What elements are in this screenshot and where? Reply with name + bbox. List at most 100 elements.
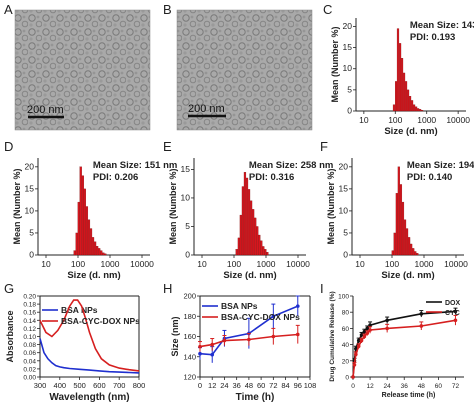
x-tick-label: 96 — [294, 381, 302, 390]
histogram-bar — [396, 28, 400, 112]
data-point — [356, 338, 361, 343]
x-tick-label: 60 — [257, 381, 265, 390]
histogram-bar — [262, 246, 265, 256]
x-tick-label: 10000 — [444, 259, 468, 269]
histogram-bar — [395, 193, 398, 256]
histogram-bar — [252, 209, 255, 256]
x-tick-label: 48 — [418, 383, 426, 390]
panel-letter-g: G — [4, 281, 14, 296]
y-tick-label: 0.18 — [23, 302, 36, 309]
chart-c: 10 100 1000 10000 0 5 10 15 20 Size (d. nm) Mean (… — [330, 18, 474, 137]
x-axis-label: Size (d. nm) — [67, 270, 120, 281]
series-line — [199, 305, 299, 356]
y-tick-label: 0.20 — [23, 294, 36, 301]
histogram-bar — [256, 226, 259, 256]
histogram-bar — [75, 232, 78, 256]
x-axis-label: Size (d. nm) — [223, 270, 276, 281]
histogram-bar — [264, 249, 267, 256]
histogram-bar — [258, 234, 261, 256]
histogram-bar — [405, 228, 409, 256]
x-tick-label: 84 — [281, 381, 289, 390]
legend-label: BSA-CYC-DOX NPs — [61, 316, 140, 326]
data-point — [198, 351, 202, 356]
x-tick-label: 72 — [452, 383, 460, 390]
data-point — [365, 331, 370, 336]
legend-label: DOX — [445, 300, 461, 307]
x-tick-label: 10000 — [130, 259, 154, 269]
x-tick-label: 100 — [71, 259, 85, 269]
y-tick-label: 200 — [183, 292, 196, 301]
annotation: Mean Size: 194 nm — [407, 160, 474, 171]
y-tick-label: 20 — [25, 161, 35, 171]
data-point — [362, 334, 367, 339]
data-point — [354, 352, 358, 357]
histogram-bar — [391, 250, 394, 256]
histogram-bar — [83, 188, 86, 256]
annotation: Mean Size: 258 nm — [249, 160, 333, 171]
x-tick-label: 12 — [208, 381, 216, 390]
chart-g: 300 400 500 600 700 8000.000.020.040.060.080.… — [5, 294, 145, 404]
histogram-bar — [89, 228, 93, 256]
x-axis-label: Release time (h) — [382, 392, 436, 399]
histogram-bar — [254, 217, 257, 256]
y-tick-label: 0.10 — [23, 334, 36, 341]
x-tick-label: 1000 — [417, 115, 436, 125]
panel-letter-e: E — [163, 139, 172, 154]
x-tick-label: 100 — [388, 115, 402, 125]
y-tick-label: 120 — [183, 373, 196, 382]
y-tick-label: 0.04 — [23, 358, 36, 365]
y-tick-label: 15 — [339, 183, 349, 193]
y-tick-label: 10 — [181, 192, 191, 202]
y-tick-label: 5 — [347, 84, 352, 94]
tem-image-b: 200 nm — [176, 9, 313, 131]
histogram-bar — [410, 243, 413, 256]
histogram-bar — [420, 110, 424, 112]
y-tick-label: 20 — [343, 21, 353, 31]
data-point — [419, 312, 424, 316]
y-tick-label: 10 — [343, 63, 353, 73]
panel-letter-d: D — [4, 139, 13, 154]
data-point — [210, 342, 215, 347]
y-axis-label: Mean (Number %) — [12, 168, 22, 244]
y-tick-label: 0 — [345, 375, 349, 382]
histogram-bar — [412, 104, 416, 112]
y-axis-label: Size (nm) — [170, 316, 180, 356]
x-tick-label: 12 — [366, 383, 374, 390]
x-tick-label: 24 — [384, 383, 392, 390]
panel-letter-c: C — [323, 2, 332, 17]
y-tick-label: 0 — [347, 106, 352, 116]
x-tick-label: 600 — [93, 381, 106, 390]
y-tick-label: 40 — [342, 342, 350, 349]
panel-letter-b: B — [163, 2, 172, 17]
legend-label: BSA NPs — [61, 305, 98, 315]
y-tick-label: 5 — [29, 227, 34, 237]
chart-h: 0 12 24 36 48 60 72 84 96 108 120 140 160 180 200 Time … — [170, 292, 316, 404]
y-tick-label: 0 — [343, 250, 348, 260]
x-tick-label: 400 — [54, 381, 67, 390]
x-tick-label: 10000 — [286, 259, 310, 269]
panel-letter-a: A — [4, 2, 13, 17]
scale-label-b: 200 nm — [188, 103, 225, 115]
data-point — [453, 318, 458, 323]
data-point — [365, 326, 370, 331]
y-tick-label: 0 — [185, 250, 190, 260]
series-line — [199, 333, 298, 348]
histogram-bar — [85, 206, 89, 256]
y-tick-label: 0.14 — [23, 318, 36, 325]
histogram-bar — [81, 175, 84, 256]
y-tick-label: 10 — [25, 205, 35, 215]
x-axis-label: Time (h) — [236, 392, 275, 403]
histogram-bar — [418, 109, 422, 112]
histogram-bar — [100, 250, 103, 256]
x-axis-label: Size (d. nm) — [384, 126, 437, 137]
y-tick-label: 15 — [181, 164, 191, 174]
histogram-bar — [412, 248, 415, 256]
y-tick-label: 10 — [339, 205, 349, 215]
x-tick-label: 0 — [198, 381, 202, 390]
histogram-bar — [408, 96, 412, 112]
data-point — [271, 334, 276, 339]
x-tick-label: 700 — [113, 381, 126, 390]
